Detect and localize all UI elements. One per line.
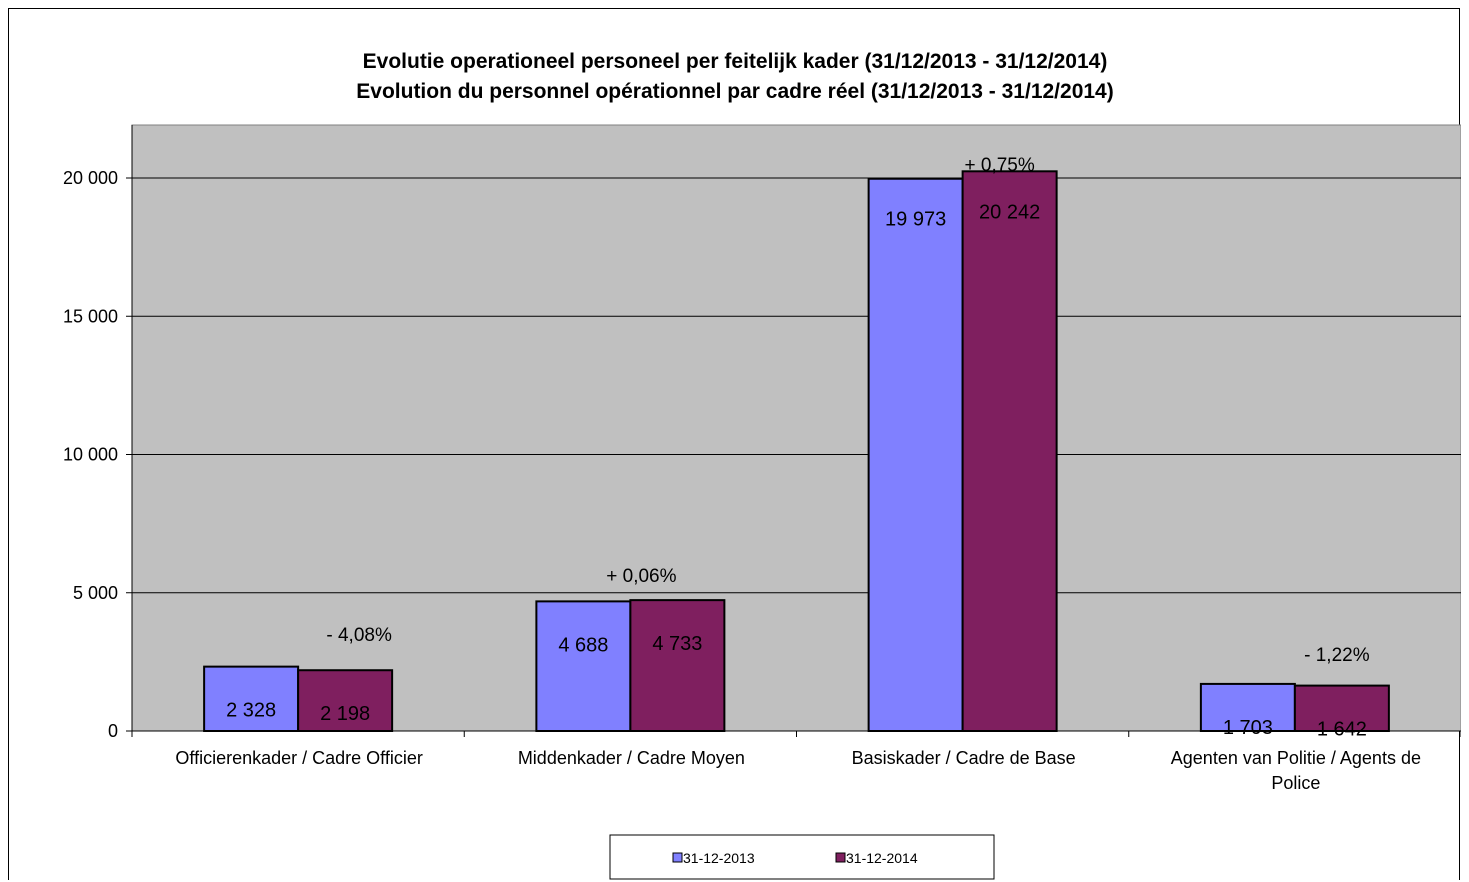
x-category-label: Basiskader / Cadre de Base xyxy=(852,748,1076,768)
bar-31-12-2013 xyxy=(867,177,964,733)
x-category-label: Middenkader / Cadre Moyen xyxy=(518,748,745,768)
x-category-label: Agenten van Politie / Agents de xyxy=(1171,748,1421,768)
y-tick-label: 15 000 xyxy=(63,306,118,326)
legend-swatch xyxy=(835,852,846,863)
legend-label: 31-12-2014 xyxy=(846,850,918,866)
chart-title: Evolution du personnel opérationnel par … xyxy=(356,80,1113,103)
bar-31-12-2013 xyxy=(535,600,632,732)
data-label: 4 733 xyxy=(652,633,702,655)
y-tick-label: 5 000 xyxy=(73,583,118,603)
legend-label: 31-12-2013 xyxy=(683,850,755,866)
y-tick-label: 0 xyxy=(108,721,118,741)
data-label: 2 198 xyxy=(320,703,370,725)
x-category-label: Police xyxy=(1271,773,1320,793)
bar-31-12-2014 xyxy=(961,170,1058,732)
change-annotation: + 0,06% xyxy=(606,566,676,587)
data-label: 19 973 xyxy=(885,209,946,231)
bar-31-12-2014 xyxy=(297,669,394,732)
data-label: 20 242 xyxy=(979,201,1040,223)
chart-frame: Evolutie operationeel personeel per feit… xyxy=(8,8,1461,880)
change-annotation: - 4,08% xyxy=(326,625,392,646)
plot-area xyxy=(131,124,1461,732)
data-label: 1 642 xyxy=(1317,719,1367,741)
bar-chart: Evolutie operationeel personeel per feit… xyxy=(63,50,1461,880)
y-tick-label: 10 000 xyxy=(63,445,118,465)
data-label: 2 328 xyxy=(226,700,276,722)
bar-31-12-2013 xyxy=(203,665,300,732)
y-tick-label: 20 000 xyxy=(63,168,118,188)
chart-title: Evolutie operationeel personeel per feit… xyxy=(363,50,1108,73)
bar-31-12-2014 xyxy=(1293,684,1390,732)
legend-swatch xyxy=(672,852,683,863)
change-annotation: + 0,75% xyxy=(965,155,1035,176)
bar-31-12-2013 xyxy=(1199,682,1296,732)
data-label: 4 688 xyxy=(558,634,608,656)
change-annotation: - 1,22% xyxy=(1304,645,1370,666)
data-label: 1 703 xyxy=(1223,717,1273,739)
bar-31-12-2014 xyxy=(629,599,726,733)
legend-box xyxy=(609,834,995,880)
x-category-label: Officierenkader / Cadre Officier xyxy=(175,748,422,768)
